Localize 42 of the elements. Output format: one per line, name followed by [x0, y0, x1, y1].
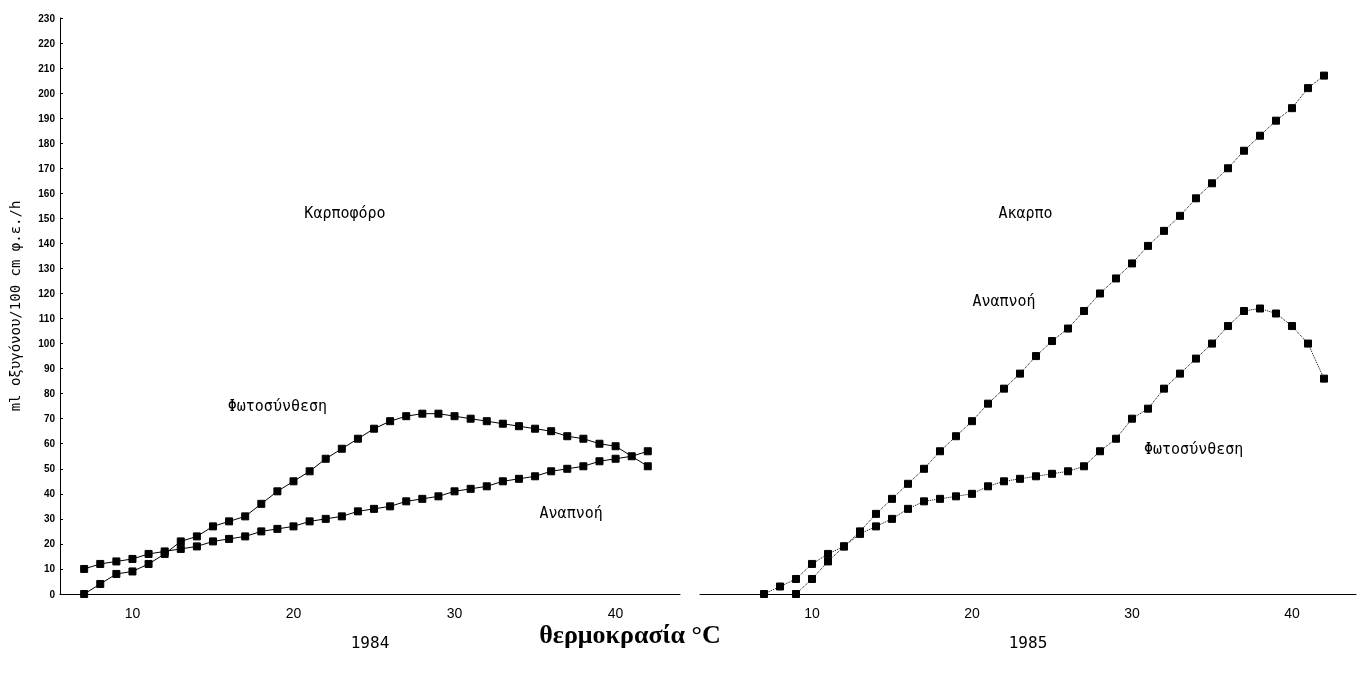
y-axis-title: ml οξυγόνου/100 cm φ.ε./h: [7, 200, 23, 412]
y-tick-label: 60: [43, 438, 56, 450]
y-tick-label: 10: [43, 563, 56, 575]
y-tick-label: 110: [38, 313, 56, 325]
x-tick-label: 40: [1284, 605, 1300, 621]
y-tick-label: 50: [43, 463, 56, 475]
y-tick-label: 160: [38, 187, 56, 199]
series-label: Αναπνοή: [539, 504, 603, 523]
y-tick-label: 220: [38, 37, 56, 49]
y-tick-label: 20: [43, 538, 56, 550]
y-tick-label: 40: [43, 488, 56, 500]
y-tick-label: 80: [43, 388, 56, 400]
text: θερμοκρασία °C: [538, 620, 722, 650]
y-tick-label: 120: [38, 287, 56, 299]
y-tick-label: 0: [49, 588, 56, 600]
text: Ακαρπο: [998, 203, 1053, 222]
x-tick-label: 40: [607, 605, 624, 621]
text: Φωτοσύνθεση: [227, 397, 328, 416]
y-tick-label: 210: [38, 62, 56, 74]
y-tick-label: 30: [43, 513, 56, 525]
y-tick-label: 70: [43, 413, 56, 425]
text: Καρποφόρο: [304, 203, 386, 222]
x-tick-label: 20: [285, 605, 302, 621]
y-tick-label: 200: [38, 87, 56, 99]
x-axis-title: 1984: [350, 632, 390, 652]
y-tick-label: 150: [38, 212, 56, 224]
series-label: Φωτοσύνθεση: [1144, 439, 1244, 458]
x-axis-title: 1985: [1008, 632, 1048, 652]
y-tick-label: 230: [38, 12, 56, 24]
x-tick-label: 20: [964, 605, 980, 621]
x-tick-label: 30: [446, 605, 463, 621]
x-tick-label: 10: [124, 605, 141, 621]
y-tick-label: 140: [38, 237, 56, 249]
y-tick-label: 100: [38, 338, 56, 350]
text: Αναπνοή: [972, 291, 1036, 310]
y-tick-label: 190: [38, 112, 56, 124]
x-tick-label: 10: [804, 605, 820, 621]
y-tick-label: 180: [38, 137, 56, 149]
y-tick-label: 170: [38, 162, 56, 174]
y-tick-label: 90: [43, 363, 56, 375]
x-tick-label: 30: [1124, 605, 1140, 621]
y-tick-label: 130: [38, 262, 56, 274]
